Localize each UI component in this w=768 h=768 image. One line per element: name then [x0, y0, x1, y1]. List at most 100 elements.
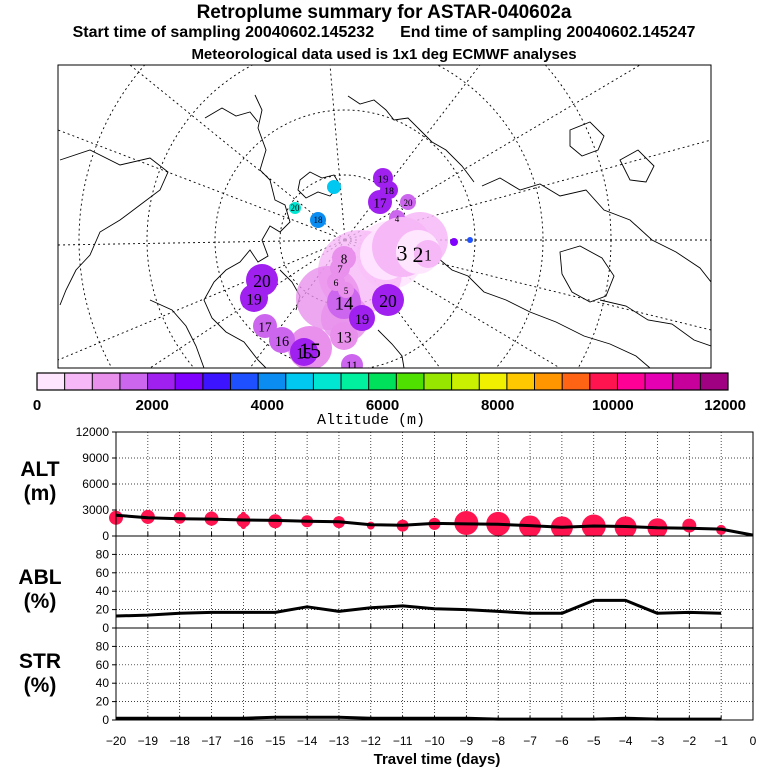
map-plume-label: 14 [335, 294, 354, 315]
x-tick-label: −14 [297, 734, 318, 748]
map-plume-label: 15 [299, 338, 321, 363]
start-time-label: Start time of sampling 20040602.145232 [72, 24, 375, 41]
map-plume-label: 1 [424, 247, 432, 264]
colorbar-swatch [341, 373, 369, 390]
colorbar-swatch [562, 373, 591, 390]
series-line [115, 513, 754, 537]
alt-panel: 0 3000 6000 9000 12000 ALT(m) [20, 425, 754, 543]
x-tick-label: −6 [555, 734, 569, 748]
map-plume-label: 7 [337, 264, 343, 276]
panel-label-unit: (%) [24, 590, 57, 613]
colorbar-swatch [368, 373, 397, 390]
map-plume-marker [368, 190, 392, 214]
map-plume-label: 3 [397, 241, 408, 266]
x-axis-tick-labels: −20 −19 −18 −17 −16 −15 −14 −13 −12 −11 −10 −9 −8 −7−… [106, 734, 757, 748]
map-plume-label: 5 [344, 286, 349, 296]
colorbar-swatch [285, 373, 314, 390]
panel-label: STR [19, 650, 61, 673]
panel-label-unit: (m) [24, 482, 57, 505]
y-tick-label: 20 [96, 603, 110, 617]
map-coastlines [59, 94, 711, 368]
map-plume-label: 2 [413, 242, 424, 267]
colorbar-swatch [534, 373, 563, 390]
map-plume-label: 19 [246, 291, 262, 308]
map-graticule [58, 65, 711, 368]
map-plume-marker [289, 202, 301, 214]
x-tick-label: −19 [138, 734, 159, 748]
map-plume-marker [467, 237, 473, 243]
y-tick-label: 60 [96, 658, 110, 672]
map-plume-label: 20 [253, 271, 271, 291]
panel-frame [115, 627, 754, 721]
map-plume-label: 13 [336, 329, 352, 346]
x-tick-label: −4 [619, 734, 633, 748]
x-tick-label: 0 [750, 734, 757, 748]
x-tick-label: −15 [265, 734, 286, 748]
y-tick-label: 80 [96, 547, 110, 561]
colorbar-tick-label: 0 [33, 397, 41, 414]
y-tick-label: 80 [96, 639, 110, 653]
colorbar-swatch [506, 373, 535, 390]
series-line [115, 598, 722, 618]
x-tick-label: −18 [170, 734, 191, 748]
y-tick-label: 3000 [82, 503, 109, 517]
map-plume-label: 17 [258, 319, 272, 334]
map-plume-marker [240, 284, 268, 312]
y-tick-label: 12000 [76, 425, 110, 439]
map-plume-label: 18 [384, 186, 394, 197]
x-tick-label: −3 [651, 734, 665, 748]
map-plume-label: 8 [341, 251, 348, 266]
colorbar-swatch [119, 373, 148, 390]
colorbar-swatch [92, 373, 121, 390]
x-tick-label: −12 [361, 734, 382, 748]
colorbar-swatch [175, 373, 204, 390]
colorbar-tick-labels: 0 2000 4000 6000 8000 10000 12000 [33, 397, 746, 414]
map-plume-marker [414, 240, 442, 268]
colorbar-tick-label: 4000 [251, 397, 284, 414]
map-plume-marker [330, 322, 358, 350]
colorbar-tick-label: 6000 [366, 397, 399, 414]
x-tick-label: −10 [424, 734, 445, 748]
map-plume-marker [400, 194, 416, 210]
y-tick-label: 9000 [82, 451, 109, 465]
map-plumes [240, 168, 473, 368]
x-tick-label: −1 [714, 734, 728, 748]
y-tick-label: 0 [102, 713, 109, 727]
series-line [116, 715, 722, 721]
altitude-colorbar [36, 372, 729, 391]
x-axis-label: Travel time (days) [374, 751, 501, 768]
x-tick-label: −5 [587, 734, 601, 748]
map-plume-label: 18 [314, 215, 324, 225]
colorbar-swatch [147, 373, 176, 390]
panel-label: ABL [18, 566, 61, 589]
x-tick-label: −20 [106, 734, 127, 748]
colorbar-swatch [617, 373, 646, 390]
y-tick-label: 40 [96, 584, 110, 598]
map-plume-marker [330, 258, 350, 278]
x-tick-label: −13 [329, 734, 350, 748]
colorbar-swatch [479, 373, 508, 390]
y-tick-label: 40 [96, 676, 110, 690]
abl-panel: 0 20 40 60 80 ABL(%) [18, 535, 754, 635]
colorbar-swatch [230, 373, 259, 390]
colorbar-swatch [672, 373, 701, 390]
map-plume-marker [338, 282, 354, 298]
colorbar-swatch [37, 373, 65, 390]
colorbar-swatch [396, 373, 425, 390]
x-tick-label: −7 [523, 734, 537, 748]
map-plume-label: 20 [379, 291, 397, 311]
map-plume-label: 17 [373, 195, 387, 210]
colorbar-swatch [258, 373, 287, 390]
map-plume-label: 16 [275, 334, 289, 350]
map-plume-label: 19 [355, 312, 369, 328]
x-tick-label: −8 [491, 734, 505, 748]
colorbar-tick-label: 2000 [135, 397, 168, 414]
colorbar-swatch [589, 373, 618, 390]
colorbar-swatch [313, 373, 342, 390]
panel-label: ALT [20, 458, 59, 481]
y-tick-label: 6000 [82, 477, 109, 491]
panel-label-unit: (%) [24, 674, 57, 697]
map-plume-label: 15 [296, 345, 312, 362]
